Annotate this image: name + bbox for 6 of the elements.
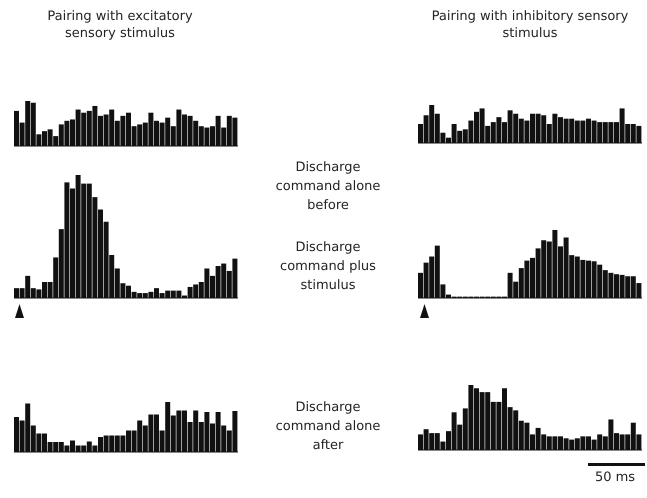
text: Discharge command alone before bbox=[274, 159, 382, 215]
chart-title: Pairing with inhibitory sensory stimulus bbox=[430, 8, 630, 42]
chart-title: Pairing with excitatory sensory stimulus bbox=[46, 8, 194, 42]
text: 50 ms bbox=[594, 470, 636, 485]
text: Discharge command alone after bbox=[274, 399, 382, 455]
text: Discharge command plus stimulus bbox=[279, 239, 377, 295]
